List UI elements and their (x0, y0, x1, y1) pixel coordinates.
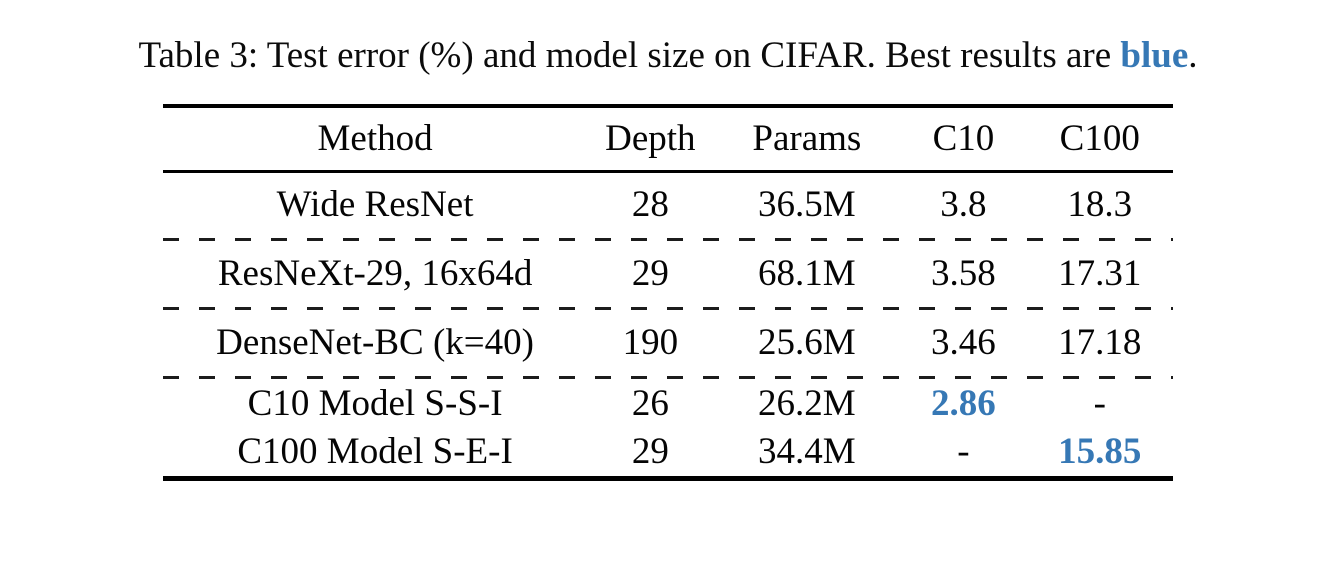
header-c10: C10 (932, 118, 995, 159)
depth-cell: 29 (631, 253, 669, 294)
c10-cell: 3.8 (940, 184, 987, 225)
dashed-separator (163, 237, 1173, 242)
dashed-rule (163, 376, 1173, 379)
depth-cell: 28 (631, 184, 669, 225)
depth-cell: 190 (622, 322, 679, 363)
caption-text: Table 3: Test error (%) and model size o… (138, 35, 1121, 76)
depth-cell: 29 (631, 431, 669, 472)
c100-cell: - (1093, 383, 1106, 424)
depth-cell: 26 (631, 383, 669, 424)
method-cell: C100 Model S-E-I (237, 431, 513, 472)
c100-cell: 15.85 (1058, 431, 1142, 472)
table-row: DenseNet-BC (k=40) 190 25.6M 3.46 17.18 (163, 311, 1173, 375)
header-depth: Depth (605, 118, 696, 159)
table-row: C100 Model S-E-I 29 34.4M - 15.85 (163, 428, 1173, 479)
table-row: C10 Model S-S-I 26 26.2M 2.86 - (163, 380, 1173, 428)
method-cell: C10 Model S-S-I (247, 383, 503, 424)
caption-highlight-word: blue (1120, 35, 1189, 76)
params-cell: 36.5M (758, 184, 856, 225)
dashed-separator (163, 306, 1173, 311)
caption-period: . (1188, 35, 1198, 76)
c10-cell: - (957, 431, 970, 472)
table-row: ResNeXt-29, 16x64d 29 68.1M 3.58 17.31 (163, 242, 1173, 306)
c10-cell: 3.46 (931, 322, 996, 363)
c100-cell: 17.31 (1058, 253, 1142, 294)
results-table: Method Depth Params C10 C100 Wide ResNet… (163, 104, 1173, 481)
params-cell: 26.2M (758, 383, 856, 424)
dashed-rule (163, 307, 1173, 310)
header-params: Params (752, 118, 862, 159)
c10-cell: 2.86 (931, 383, 996, 424)
params-cell: 68.1M (758, 253, 856, 294)
c100-cell: 17.18 (1058, 322, 1142, 363)
header-row: Method Depth Params C10 C100 (163, 106, 1173, 172)
dashed-separator (163, 375, 1173, 380)
c100-cell: 18.3 (1067, 184, 1133, 225)
c10-cell: 3.58 (931, 253, 996, 294)
dashed-rule (163, 238, 1173, 241)
method-cell: DenseNet-BC (k=40) (216, 322, 534, 363)
table-caption: Table 3: Test error (%) and model size o… (0, 34, 1336, 78)
header-method: Method (317, 118, 433, 159)
method-cell: ResNeXt-29, 16x64d (217, 253, 533, 294)
header-c100: C100 (1059, 118, 1140, 159)
params-cell: 34.4M (758, 431, 856, 472)
params-cell: 25.6M (758, 322, 856, 363)
method-cell: Wide ResNet (276, 184, 474, 225)
table-row: Wide ResNet 28 36.5M 3.8 18.3 (163, 172, 1173, 238)
